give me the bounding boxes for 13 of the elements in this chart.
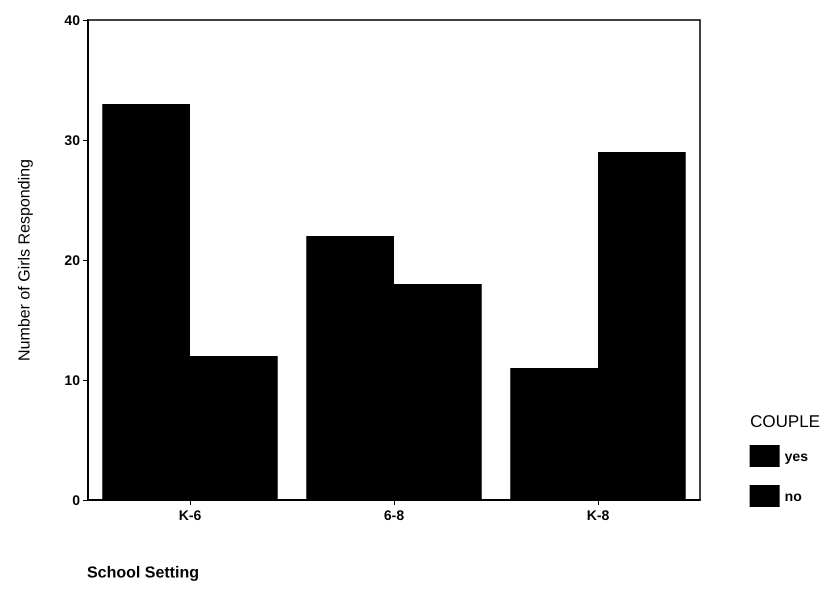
x-tick-label: K-6 <box>178 507 202 523</box>
legend-label: yes <box>784 448 808 464</box>
y-tick-label: 10 <box>64 372 80 388</box>
y-tick-label: 20 <box>64 252 80 268</box>
legend-label: no <box>784 488 802 504</box>
y-axis-title: Number of Girls Responding <box>16 159 34 361</box>
y-tick-label: 40 <box>64 12 80 28</box>
x-axis-title: School Setting <box>87 564 199 582</box>
x-tick-label: K-8 <box>586 507 610 523</box>
legend-title: COUPLE <box>750 412 820 431</box>
x-tick-label: 6-8 <box>384 507 404 523</box>
y-tick-label: 30 <box>64 132 80 148</box>
y-tick-label: 0 <box>72 492 80 508</box>
